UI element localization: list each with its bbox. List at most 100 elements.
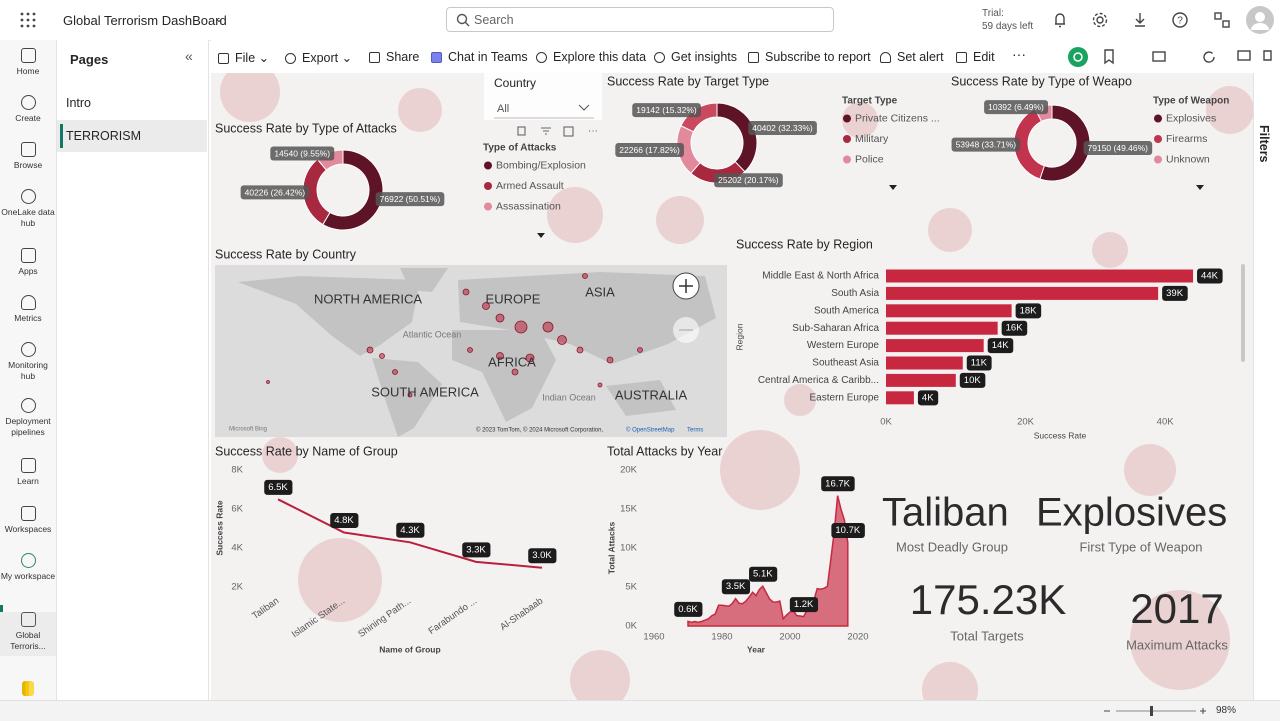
data-label-box	[240, 185, 310, 200]
data-label-box	[396, 522, 425, 538]
toolbar-button[interactable]: Subscribe to report	[748, 50, 871, 64]
nav-label: Apps	[18, 266, 38, 276]
data-label-box	[674, 601, 703, 617]
toolbar-button[interactable]: File ⌄	[218, 50, 269, 65]
search-icon	[456, 13, 470, 27]
title-chevron[interactable]: ⌄	[214, 11, 225, 25]
data-label: 39K	[1166, 288, 1184, 299]
y-tick-label: 2K	[231, 582, 243, 593]
data-label: 3.0K	[532, 550, 552, 561]
y-tick-label: 5K	[625, 582, 637, 593]
data-label: 10.7K	[835, 525, 860, 536]
filters-pane[interactable]: Filters	[1253, 73, 1280, 700]
data-label: 10K	[964, 375, 982, 386]
nav-item[interactable]: Create	[0, 95, 56, 124]
toolbar-label: Explore this data	[553, 50, 647, 64]
nav-label: Monitoring hub	[8, 360, 48, 381]
nav-item[interactable]: Monitoring hub	[0, 342, 56, 382]
map-attribution-link: © OpenStreetMap	[626, 427, 675, 434]
nav-item[interactable]: Deployment pipelines	[0, 398, 56, 438]
toolbar-button[interactable]: Chat in Teams	[431, 50, 528, 64]
data-label-box	[264, 479, 293, 495]
search-box[interactable]: Search	[446, 7, 834, 32]
card-value: Taliban	[882, 491, 1009, 535]
legend-title: Target Type	[842, 96, 898, 107]
nav-item[interactable]: Metrics	[0, 295, 56, 324]
pages-title: Pages	[70, 52, 109, 67]
nav-item[interactable]: Home	[0, 48, 56, 77]
data-label: 16.7K	[825, 478, 850, 489]
toolbar-button[interactable]: Explore this data	[536, 50, 646, 64]
data-label-box	[528, 548, 557, 564]
nav-label: Metrics	[14, 313, 42, 323]
report-title[interactable]: Global Terrorism DashBoard	[63, 13, 227, 28]
map-label: AFRICA	[488, 354, 536, 369]
slicer-chevron[interactable]	[578, 104, 590, 111]
y-tick-label: 10K	[620, 543, 638, 554]
data-label: 4.8K	[334, 515, 354, 526]
data-label: 19142 (15.32%)	[636, 105, 697, 115]
y-tick-label: Central America & Caribb...	[758, 375, 879, 386]
legend-label: Bombing/Explosion	[496, 159, 586, 171]
nav-item[interactable]: Learn	[0, 458, 56, 487]
slicer-value[interactable]: All	[497, 103, 509, 115]
map-dots	[266, 273, 643, 398]
nav-item[interactable]: Apps	[0, 248, 56, 277]
page-label: Intro	[66, 96, 92, 110]
data-label-box	[1015, 303, 1042, 319]
bar	[886, 286, 1159, 300]
visual-title: Success Rate by Country	[215, 247, 357, 261]
avatar[interactable]	[1245, 5, 1275, 35]
toolbar-button[interactable]: Export ⌄	[285, 50, 352, 65]
toolbar-button[interactable]: Get insights	[654, 50, 737, 64]
app-launcher[interactable]	[20, 12, 36, 28]
toolbar-button[interactable]: Share	[369, 50, 419, 64]
y-tick-label: 20K	[620, 465, 638, 476]
status-bar: 98%	[0, 700, 1280, 721]
visual-header[interactable]	[517, 126, 574, 137]
slicer-title: Country	[494, 76, 536, 90]
toolbar-button[interactable]: Edit	[956, 50, 995, 64]
data-label-box	[1083, 141, 1153, 156]
toolbar-icons[interactable]	[1066, 46, 1276, 68]
data-label: 40402 (32.33%)	[752, 123, 813, 133]
nav-label: Deployment pipelines	[5, 416, 51, 437]
slicer-box[interactable]	[484, 73, 602, 120]
x-tick-label: 2020	[847, 632, 868, 643]
nav-item[interactable]: My workspace	[0, 553, 56, 582]
nav-item[interactable]: Browse	[0, 142, 56, 171]
legend-scroll-arrows[interactable]	[537, 185, 1204, 238]
x-tick-label: 1980	[711, 632, 732, 643]
data-label: 76922 (50.51%)	[380, 194, 441, 204]
zoom-slider[interactable]	[1100, 704, 1210, 718]
filters-label[interactable]: Filters	[1257, 125, 1271, 163]
map-logo: Microsoft Bing	[229, 427, 267, 433]
nav-label: Create	[15, 113, 41, 123]
map-label: SOUTH AMERICA	[371, 384, 479, 399]
data-label: 3.3K	[466, 544, 486, 555]
data-label: 11K	[971, 358, 988, 369]
nav-item[interactable]: Global Terroris...	[0, 612, 56, 656]
collapse-pages[interactable]: «	[185, 48, 193, 64]
y-tick-label: 15K	[620, 504, 638, 515]
y-tick-label: 8K	[231, 465, 243, 476]
nav-label: Global Terroris...	[10, 630, 46, 651]
data-label: 25202 (20.17%)	[718, 175, 779, 185]
nav-item[interactable]: Workspaces	[0, 506, 56, 535]
map-label: NORTH AMERICA	[314, 291, 422, 306]
legend-label: Private Citizens ...	[855, 112, 940, 124]
legend-marker	[484, 202, 492, 211]
y-tick-label: 0K	[625, 621, 637, 632]
page-item-active[interactable]: TERRORISM	[57, 120, 207, 152]
y-tick-label: 6K	[231, 504, 243, 515]
area	[687, 495, 849, 627]
toolbar-more[interactable]: ···	[1012, 46, 1026, 62]
header-icons[interactable]: ?	[1050, 10, 1250, 30]
legend-label: Military	[855, 133, 889, 145]
visual-title: Success Rate by Type of Weapo	[951, 74, 1132, 88]
map-label: ASIA	[585, 284, 615, 299]
visual-more[interactable]: ···	[588, 126, 598, 137]
page-item[interactable]: Intro	[57, 88, 207, 118]
toolbar-button[interactable]: Set alert	[880, 50, 944, 64]
nav-item[interactable]: OneLake data hub	[0, 189, 56, 229]
